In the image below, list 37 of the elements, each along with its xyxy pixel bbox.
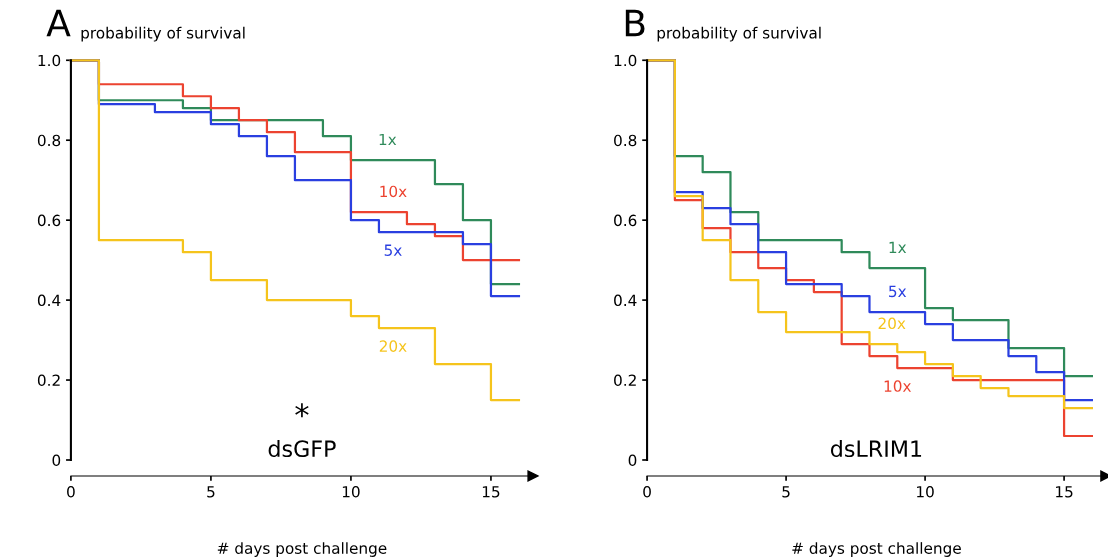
- y-tick-label: 0: [628, 454, 637, 467]
- x-axis-title: # days post challenge: [792, 542, 961, 557]
- series-label: 20x: [379, 340, 407, 352]
- y-tick-label: 0.2: [37, 374, 60, 387]
- y-axis-title: probability of survival: [657, 26, 821, 42]
- chart-title: A: [46, 9, 71, 37]
- y-axis-title: probability of survival: [81, 26, 245, 42]
- y-tick-label: 0.8: [37, 134, 61, 147]
- x-tick-label: 10: [917, 485, 934, 498]
- x-tick-label: 5: [207, 486, 215, 498]
- series-label: 10x: [884, 380, 912, 392]
- chart-title: B: [625, 9, 645, 37]
- annotation: *: [295, 403, 309, 418]
- series-label: 5x: [889, 285, 907, 298]
- series-label: 10x: [380, 185, 407, 198]
- y-tick-label: 0.6: [37, 214, 61, 227]
- x-tick-label: 5: [782, 486, 790, 498]
- x-tick-label: 0: [67, 485, 75, 498]
- series-label: 1x: [379, 133, 397, 146]
- y-tick-label: 0.4: [37, 294, 61, 307]
- y-tick-label: 0.8: [614, 134, 637, 147]
- annotation: dsLRIM1: [830, 439, 922, 458]
- x-tick-label: 15: [1056, 486, 1073, 498]
- x-axis-title: # days post challenge: [217, 542, 387, 557]
- x-tick-label: 15: [482, 486, 500, 498]
- series-label: 1x: [889, 241, 907, 253]
- series-label: 5x: [384, 244, 402, 256]
- x-tick-label: 0: [643, 485, 651, 498]
- series-label: 20x: [878, 317, 906, 330]
- y-tick-label: 1.0: [614, 54, 637, 67]
- y-tick-label: 0: [52, 454, 61, 467]
- y-tick-label: 0.2: [614, 374, 636, 387]
- y-tick-label: 1.0: [38, 54, 61, 67]
- y-tick-label: 0.4: [614, 294, 637, 307]
- y-tick-label: 0.6: [614, 214, 637, 227]
- x-tick-label: 10: [342, 485, 360, 498]
- annotation: dsGFP: [268, 439, 336, 458]
